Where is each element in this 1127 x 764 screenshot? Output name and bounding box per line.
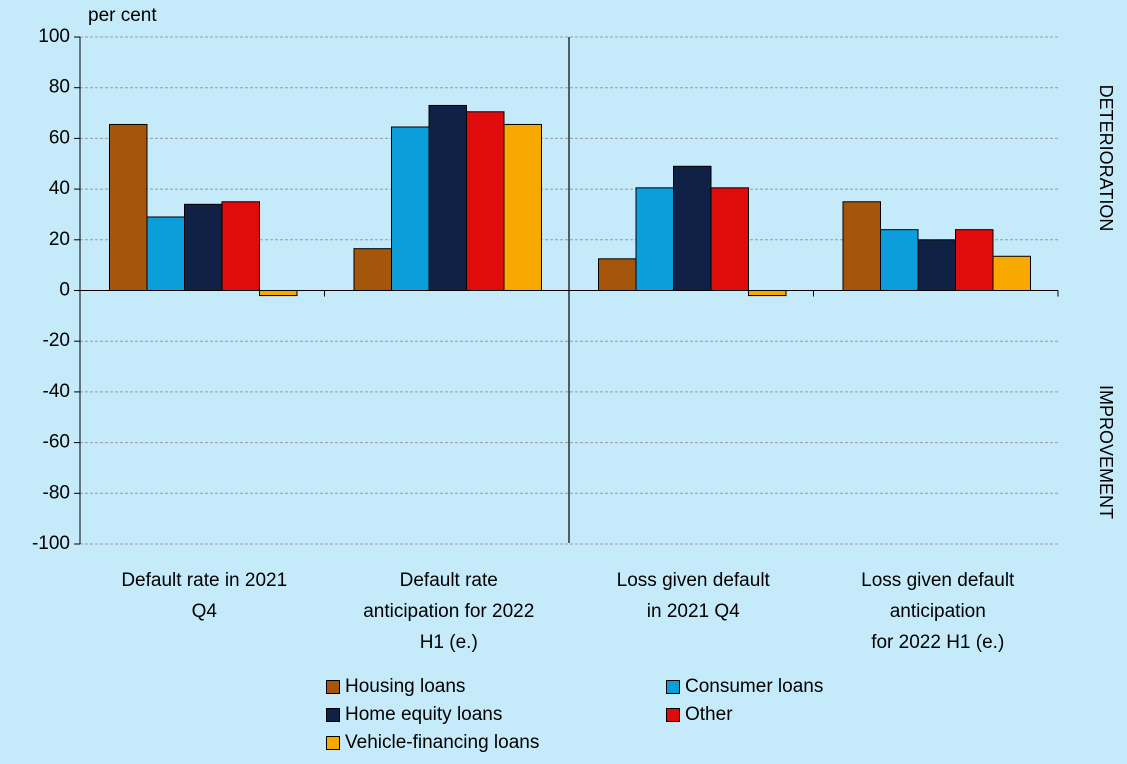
- bar: [917, 239, 956, 292]
- bar: [748, 290, 787, 297]
- x-category-label: Default rate: [400, 570, 498, 591]
- legend-swatch: [666, 680, 680, 694]
- x-category-label: H1 (e.): [420, 632, 478, 653]
- bar: [466, 111, 505, 291]
- legend-label: Vehicle-financing loans: [345, 732, 540, 753]
- bar: [259, 290, 298, 297]
- bar: [503, 123, 542, 291]
- bar: [635, 187, 674, 292]
- y-tick-label: 60: [49, 127, 70, 148]
- legend-swatch: [326, 680, 340, 694]
- bar: [598, 258, 637, 291]
- legend-item: Vehicle-financing loans: [326, 730, 666, 756]
- y-tick-label: -60: [43, 432, 70, 453]
- legend-item: Other: [666, 702, 886, 728]
- y-tick-label: -40: [43, 381, 70, 402]
- legend-label: Housing loans: [345, 676, 466, 697]
- legend-item: Consumer loans: [666, 674, 886, 700]
- y-tick-label: 100: [38, 26, 70, 47]
- y-tick-label: 0: [59, 280, 70, 301]
- bar: [842, 201, 881, 291]
- x-category-label: Loss given default: [617, 570, 771, 591]
- bar: [221, 201, 260, 291]
- y-axis-unit-label: per cent: [88, 5, 157, 26]
- bar: [184, 203, 223, 291]
- x-category-label: anticipation for 2022: [363, 601, 534, 622]
- x-category-label: Default rate in 2021: [121, 570, 287, 591]
- bar: [955, 229, 994, 292]
- legend-label: Home equity loans: [345, 704, 503, 725]
- bar: [880, 229, 919, 292]
- y-tick-label: 40: [49, 178, 70, 199]
- bar: [992, 255, 1031, 291]
- y-tick-label: 80: [49, 77, 70, 98]
- deterioration-label: DETERIORATION: [1096, 85, 1116, 232]
- bar: [710, 187, 749, 292]
- x-category-label: Q4: [192, 601, 218, 622]
- legend-item: Home equity loans: [326, 702, 666, 728]
- legend-item: Housing loans: [326, 674, 666, 700]
- bar: [391, 126, 430, 292]
- legend-swatch: [326, 708, 340, 722]
- legend-label: Other: [685, 704, 733, 725]
- bar: [353, 248, 392, 291]
- legend-swatch: [326, 736, 340, 750]
- bar: [673, 165, 712, 291]
- x-category-label: anticipation: [890, 601, 986, 622]
- y-tick-label: -80: [43, 482, 70, 503]
- legend: Housing loans Consumer loans Home equity l…: [326, 674, 886, 756]
- x-category-label: in 2021 Q4: [647, 601, 740, 622]
- legend-label: Consumer loans: [685, 676, 824, 697]
- x-category-label: for 2022 H1 (e.): [871, 632, 1004, 653]
- x-category-label: Loss given default: [861, 570, 1015, 591]
- y-tick-label: 20: [49, 229, 70, 250]
- y-tick-label: -100: [32, 533, 70, 554]
- bar: [428, 104, 467, 291]
- improvement-label: IMPROVEMENT: [1096, 385, 1116, 519]
- y-tick-label: -20: [43, 330, 70, 351]
- bar: [146, 216, 185, 291]
- legend-swatch: [666, 708, 680, 722]
- bar: [109, 123, 148, 291]
